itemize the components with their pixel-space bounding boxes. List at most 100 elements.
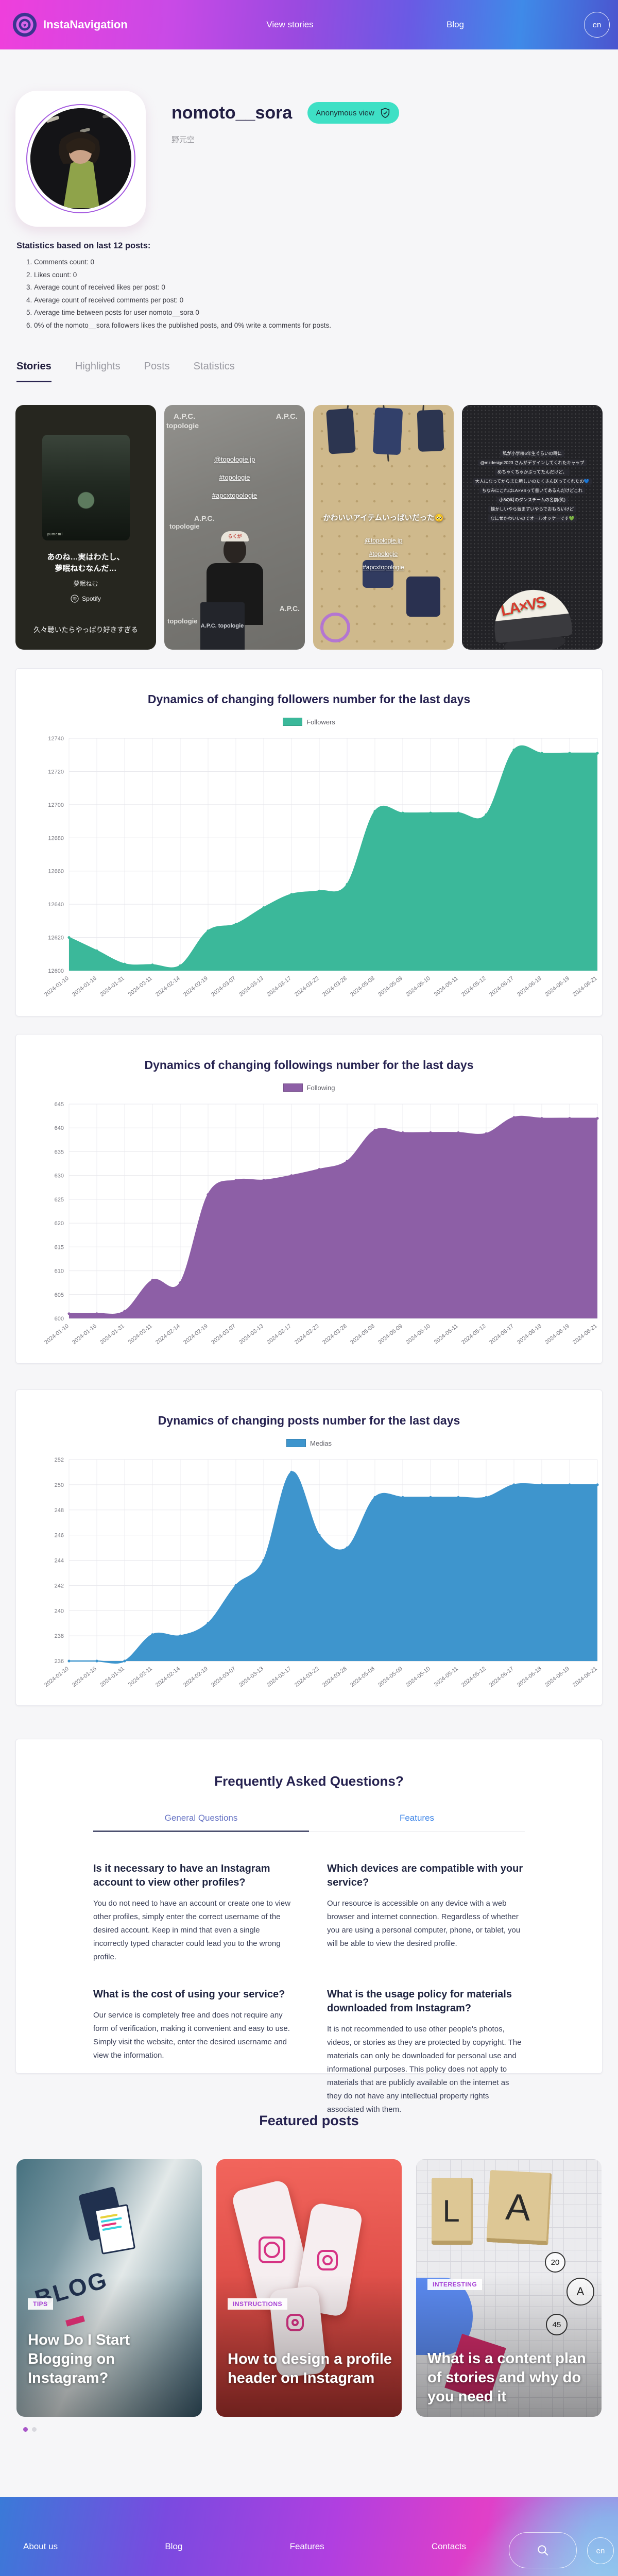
svg-text:2024-06-17: 2024-06-17 [488, 975, 515, 998]
story-link[interactable]: #apcxtopologie [363, 564, 404, 571]
story-link[interactable]: #topologie [369, 550, 398, 557]
svg-text:240: 240 [55, 1608, 64, 1614]
svg-text:2024-05-09: 2024-05-09 [377, 975, 404, 998]
svg-text:610: 610 [55, 1268, 64, 1275]
story-card-music[interactable]: yumemi あのね…実はわたし、 夢眠ねむなんだ… 夢眠ねむ Spotify … [15, 405, 156, 650]
nav-view-stories[interactable]: View stories [266, 20, 314, 29]
backdrop-word: A.P.C. [279, 604, 300, 613]
svg-text:635: 635 [55, 1149, 64, 1155]
brand-link[interactable]: ♥ InstaNavigation [12, 12, 128, 37]
svg-text:2024-03-28: 2024-03-28 [321, 975, 348, 998]
story-link[interactable]: @topologie.jp [214, 455, 255, 463]
story-link[interactable]: #topologie [219, 473, 250, 481]
featured-post-card[interactable]: BLOG TIPS How Do I Start Blogging on Ins… [16, 2159, 202, 2417]
faq-answer: It is not recommended to use other peopl… [327, 2025, 522, 2114]
backdrop-word: A.P.C. [174, 412, 196, 421]
svg-text:2024-01-31: 2024-01-31 [99, 1323, 126, 1346]
instanavigation-logo-icon: ♥ [12, 12, 37, 37]
svg-text:2024-02-11: 2024-02-11 [127, 975, 153, 998]
svg-text:2024-01-10: 2024-01-10 [43, 975, 70, 998]
legend-swatch [283, 718, 303, 726]
faq-answer: You do not need to have an account or cr… [93, 1899, 291, 1961]
tab-posts[interactable]: Posts [144, 361, 170, 372]
story-caption: かわいいアイテムいっぱいだった🥺 [323, 514, 444, 522]
carousel-dot-active[interactable] [23, 2427, 28, 2432]
featured-post-card[interactable]: INSTRUCTIONS How to design a profile hea… [216, 2159, 402, 2417]
footer-nav-blog[interactable]: Blog [165, 2541, 183, 2551]
svg-text:12700: 12700 [48, 802, 64, 808]
tab-stories[interactable]: Stories [16, 361, 52, 382]
svg-text:2024-03-07: 2024-03-07 [210, 1666, 237, 1688]
svg-text:2024-05-09: 2024-05-09 [377, 1323, 404, 1346]
svg-text:2024-05-08: 2024-05-08 [349, 975, 376, 998]
svg-text:600: 600 [55, 1316, 64, 1322]
legend-swatch [283, 1083, 303, 1092]
story-link[interactable]: #apcxtopologie [212, 492, 258, 499]
svg-text:2024-01-16: 2024-01-16 [71, 1323, 98, 1346]
search-icon [538, 2545, 548, 2556]
nav-blog[interactable]: Blog [446, 20, 465, 29]
svg-text:2024-03-17: 2024-03-17 [266, 975, 293, 998]
phone-case [326, 408, 356, 454]
svg-text:2024-01-10: 2024-01-10 [43, 1323, 70, 1346]
tab-statistics[interactable]: Statistics [193, 361, 235, 372]
story-card-apc[interactable]: A.P.C. topologie A.P.C. topologie A.P.C.… [164, 405, 305, 650]
stat-item: Likes count: 0 [34, 269, 602, 282]
svg-text:250: 250 [55, 1482, 64, 1488]
anonymous-view-badge[interactable]: Anonymous view [307, 102, 399, 124]
footer-nav-contacts[interactable]: Contacts [431, 2541, 466, 2551]
svg-text:2024-02-19: 2024-02-19 [182, 1323, 209, 1346]
story-card-cap[interactable]: 私が小学校6年生ぐらいの時に @mzdesign2023 さんがデザインしてくれ… [462, 405, 603, 650]
svg-text:2024-05-08: 2024-05-08 [349, 1323, 376, 1346]
story-text: なにせかわいいのでオールオッケーです💚 [487, 515, 577, 522]
faq-question: What is the usage policy for materials d… [327, 1989, 512, 2014]
svg-text:248: 248 [55, 1507, 64, 1514]
cap-graffiti-text: LA×VS [499, 594, 547, 620]
svg-text:2024-06-18: 2024-06-18 [516, 1323, 543, 1346]
svg-text:238: 238 [55, 1633, 64, 1639]
story-text-block: 私が小学校6年生ぐらいの時に @mzdesign2023 さんがデザインしてくれ… [462, 448, 603, 522]
faq-tab-general[interactable]: General Questions [93, 1813, 309, 1832]
story-link[interactable]: @topologie.jp [364, 537, 403, 544]
story-text: 小6の時のダンスチームの名前(笑) [496, 496, 568, 503]
post-title: How Do I Start Blogging on Instagram? [28, 2332, 130, 2386]
instagram-icon [317, 2250, 338, 2270]
stories-grid: yumemi あのね…実はわたし、 夢眠ねむなんだ… 夢眠ねむ Spotify … [15, 405, 603, 650]
svg-text:2024-03-22: 2024-03-22 [294, 1323, 320, 1346]
faq-question: Is it necessary to have an Instagram acc… [93, 1863, 270, 1888]
story-text: 大人になってからまた新しいのたくさん送ってくれたの💙 [472, 478, 592, 485]
tab-highlights[interactable]: Highlights [75, 361, 121, 372]
footer-nav-about[interactable]: About us [23, 2541, 58, 2551]
letter-tile: L [432, 2178, 473, 2245]
posts-chart-card: Dynamics of changing posts number for th… [15, 1389, 603, 1706]
svg-text:2024-03-13: 2024-03-13 [238, 1666, 265, 1688]
faq-answer: Our resource is accessible on any device… [327, 1899, 521, 1948]
backdrop-word: topologie [166, 421, 199, 430]
legend-label: Followers [306, 718, 335, 726]
svg-text:2024-02-11: 2024-02-11 [127, 1323, 153, 1346]
svg-text:2024-05-12: 2024-05-12 [460, 1323, 487, 1346]
carousel-dots [23, 2427, 618, 2432]
featured-post-card[interactable]: L A 20 A 45 INTERESTING What is a conten… [416, 2159, 602, 2417]
footer-language-button[interactable]: en [587, 2537, 614, 2564]
svg-text:12620: 12620 [48, 935, 64, 941]
chart-title: Dynamics of changing followers number fo… [147, 692, 471, 706]
avatar[interactable] [30, 108, 131, 209]
backdrop-word: A.P.C. [194, 514, 215, 522]
faq-tab-features[interactable]: Features [309, 1813, 525, 1832]
footer-nav-features[interactable]: Features [289, 2541, 324, 2551]
carousel-dot[interactable] [32, 2427, 37, 2432]
svg-text:625: 625 [55, 1197, 64, 1203]
mindmap-node: A [566, 2278, 594, 2306]
story-card-shop[interactable]: かわいいアイテムいっぱいだった🥺 @topologie.jp #topologi… [313, 405, 454, 650]
svg-text:2024-05-10: 2024-05-10 [405, 975, 432, 998]
language-button[interactable]: en [584, 12, 610, 38]
trucker-cap: LA×VS [480, 585, 585, 650]
featured-posts-carousel: BLOG TIPS How Do I Start Blogging on Ins… [16, 2159, 602, 2417]
faq-list: Is it necessary to have an Instagram acc… [93, 1862, 525, 2116]
instagram-icon [259, 2236, 285, 2263]
search-button[interactable] [509, 2532, 577, 2568]
svg-text:2024-02-14: 2024-02-14 [154, 1323, 181, 1346]
post-title: What is a content plan of stories and wh… [427, 2350, 586, 2405]
svg-text:236: 236 [55, 1658, 64, 1665]
